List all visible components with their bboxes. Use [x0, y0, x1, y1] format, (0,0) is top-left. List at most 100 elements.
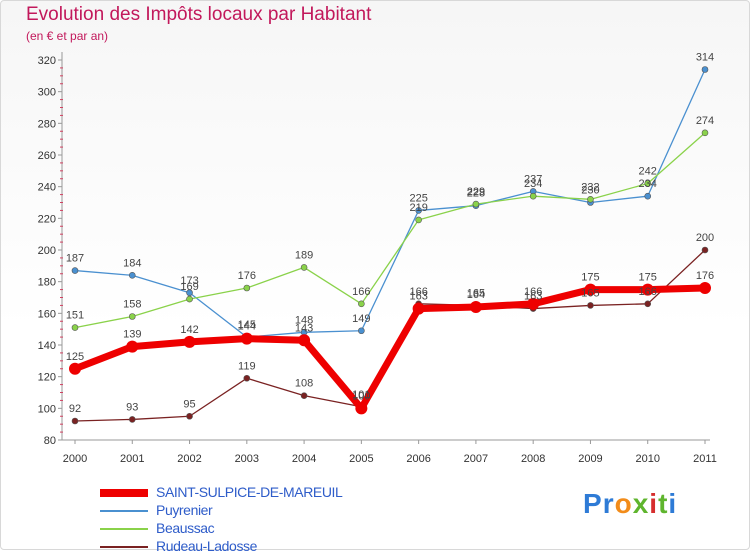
data-label: 92 — [69, 403, 81, 415]
data-label: 139 — [123, 329, 141, 341]
y-tick-label: 280 — [38, 118, 56, 130]
proxiti-logo: Proxiti — [583, 488, 677, 520]
data-label: 165 — [581, 287, 599, 299]
data-point-Beaussac — [415, 216, 422, 224]
legend-swatch — [100, 528, 148, 530]
data-point-SAINT-SULPICE-DE-MAREUIL — [412, 302, 425, 315]
series-line-Puyrenier — [74, 68, 706, 338]
y-tick-label: 80 — [44, 435, 56, 447]
x-tick-label: 2009 — [578, 453, 602, 465]
data-label: 234 — [524, 178, 542, 190]
data-label: 165 — [467, 287, 485, 299]
data-point-Rudeau-Ladosse — [186, 412, 193, 420]
y-tick-label: 300 — [38, 87, 56, 99]
data-point-Rudeau-Ladosse — [300, 392, 308, 399]
data-label: 173 — [180, 275, 198, 287]
data-point-Beaussac — [701, 129, 709, 137]
data-label: 166 — [639, 286, 657, 298]
data-label: 274 — [696, 115, 714, 127]
legend-swatch — [100, 489, 148, 497]
legend-label: Puyrenier — [156, 502, 213, 518]
y-tick-label: 320 — [38, 55, 56, 67]
x-tick-label: 2000 — [63, 453, 87, 465]
data-label: 169 — [180, 281, 198, 293]
data-point-Puyrenier — [71, 267, 79, 274]
y-tick-label: 160 — [38, 308, 56, 320]
series-line-Rudeau-Ladosse — [74, 249, 706, 422]
x-tick-label: 2008 — [521, 453, 545, 465]
data-point-SAINT-SULPICE-DE-MAREUIL — [126, 340, 139, 353]
data-label: 187 — [66, 253, 84, 265]
legend-label: Beaussac — [156, 520, 215, 536]
data-label: 164 — [467, 289, 485, 301]
data-point-Puyrenier — [128, 272, 136, 279]
logo-letter: i — [649, 488, 659, 519]
data-label: 175 — [581, 272, 599, 284]
y-tick-label: 120 — [38, 372, 56, 384]
y-tick-label: 240 — [38, 182, 56, 194]
logo-letter: r — [602, 488, 615, 519]
data-label: 158 — [123, 299, 141, 311]
x-tick-label: 2001 — [120, 453, 144, 465]
data-point-SAINT-SULPICE-DE-MAREUIL — [69, 362, 81, 375]
data-point-Puyrenier — [415, 207, 422, 214]
data-point-Beaussac — [644, 180, 652, 187]
data-point-Rudeau-Ladosse — [71, 417, 79, 425]
x-tick-label: 2006 — [406, 453, 430, 465]
series-line-SAINT-SULPICE-DE-MAREUIL — [71, 284, 709, 412]
logo-letter: o — [614, 488, 633, 519]
data-point-SAINT-SULPICE-DE-MAREUIL — [240, 332, 253, 345]
data-point-Beaussac — [529, 192, 537, 200]
data-point-Beaussac — [186, 295, 193, 303]
y-tick-label: 100 — [38, 403, 56, 415]
data-label: 143 — [295, 322, 313, 334]
data-label: 142 — [180, 324, 198, 336]
data-label: 200 — [696, 232, 714, 244]
data-label: 100 — [352, 390, 370, 402]
y-tick-label: 200 — [38, 245, 56, 257]
data-label: 108 — [295, 378, 313, 390]
data-label: 93 — [126, 401, 138, 413]
data-label: 119 — [238, 360, 256, 372]
data-point-SAINT-SULPICE-DE-MAREUIL — [641, 283, 654, 296]
data-point-SAINT-SULPICE-DE-MAREUIL — [584, 283, 597, 296]
data-label: 228 — [467, 188, 485, 200]
data-label: 229 — [467, 186, 485, 198]
data-point-Beaussac — [587, 196, 594, 203]
data-label: 163 — [524, 291, 542, 303]
data-label: 242 — [639, 166, 657, 178]
y-tick-label: 260 — [38, 150, 56, 162]
data-point-Beaussac — [300, 264, 308, 271]
data-point-Rudeau-Ladosse — [587, 302, 594, 309]
data-point-Beaussac — [472, 200, 480, 208]
data-label: 95 — [183, 398, 195, 410]
x-tick-label: 2011 — [693, 453, 717, 465]
data-label: 166 — [409, 286, 427, 298]
x-tick-label: 2003 — [235, 453, 259, 465]
data-point-Rudeau-Ladosse — [701, 246, 709, 254]
data-label: 101 — [352, 389, 370, 401]
data-label: 151 — [66, 310, 84, 322]
x-tick-label: 2004 — [292, 453, 316, 465]
data-label: 230 — [581, 185, 599, 197]
x-tick-label: 2010 — [635, 453, 659, 465]
data-label: 166 — [524, 286, 542, 298]
data-label: 234 — [639, 178, 657, 190]
data-point-Puyrenier — [358, 327, 365, 335]
data-label: 237 — [524, 173, 542, 185]
data-label: 219 — [409, 202, 427, 214]
logo-letter: t — [658, 488, 669, 519]
x-tick-label: 2005 — [349, 453, 373, 465]
data-label: 163 — [409, 291, 427, 303]
data-label: 166 — [352, 286, 370, 298]
data-label: 176 — [696, 270, 714, 282]
data-point-Puyrenier — [701, 66, 709, 73]
chart-title: Evolution des Impôts locaux par Habitant — [26, 4, 372, 25]
data-label: 175 — [639, 272, 657, 284]
legend-swatch — [100, 546, 148, 548]
logo-letter: P — [583, 488, 603, 519]
data-label: 184 — [123, 257, 141, 269]
data-point-Puyrenier — [186, 289, 193, 297]
data-point-Rudeau-Ladosse — [128, 416, 136, 423]
